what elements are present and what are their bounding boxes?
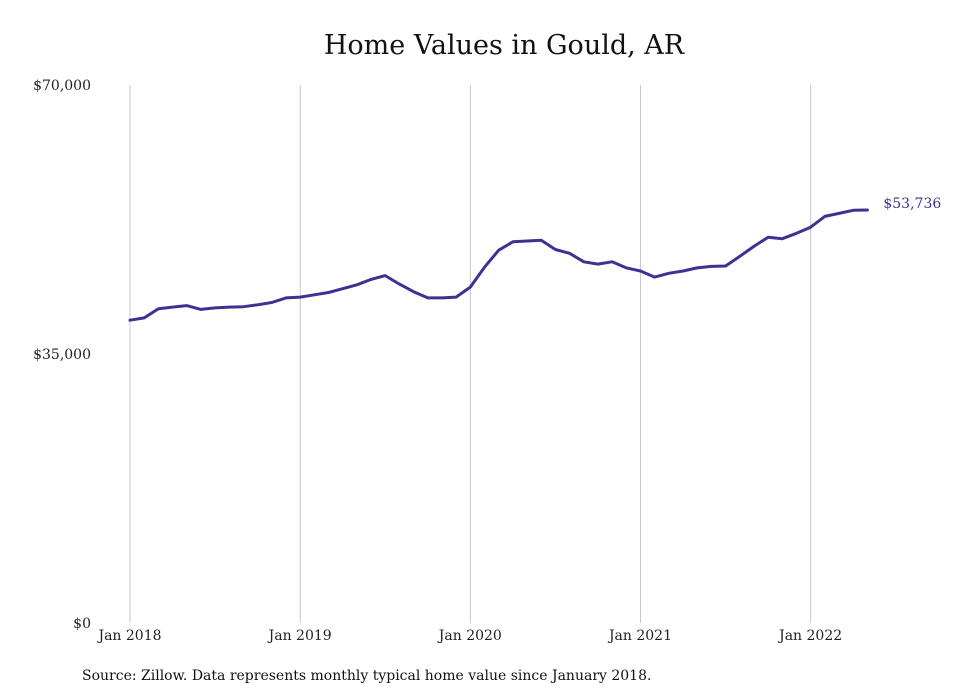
x-tick-label: Jan 2019: [267, 628, 332, 644]
x-tick-label: Jan 2022: [777, 628, 842, 644]
x-tick-label: Jan 2018: [96, 628, 161, 644]
series-group: [128, 208, 869, 322]
source-note: Source: Zillow. Data represents monthly …: [82, 668, 652, 684]
chart-title: Home Values in Gould, AR: [323, 30, 685, 61]
y-tick-label: $35,000: [33, 347, 91, 363]
gridlines: [129, 85, 812, 623]
y-tick-label: $0: [73, 616, 91, 632]
data-labels: $53,736: [883, 196, 941, 212]
y-axis-ticks: $0 $35,000 $70,000: [33, 78, 91, 632]
x-axis-ticks: Jan 2018 Jan 2019 Jan 2020 Jan 2021 Jan 2022: [96, 628, 842, 644]
x-tick-label: Jan 2021: [607, 628, 672, 644]
x-tick-label: Jan 2020: [437, 628, 502, 644]
end-value-label: $53,736: [883, 196, 941, 212]
y-tick-label: $70,000: [33, 78, 91, 94]
series-line-0: [128, 208, 869, 322]
